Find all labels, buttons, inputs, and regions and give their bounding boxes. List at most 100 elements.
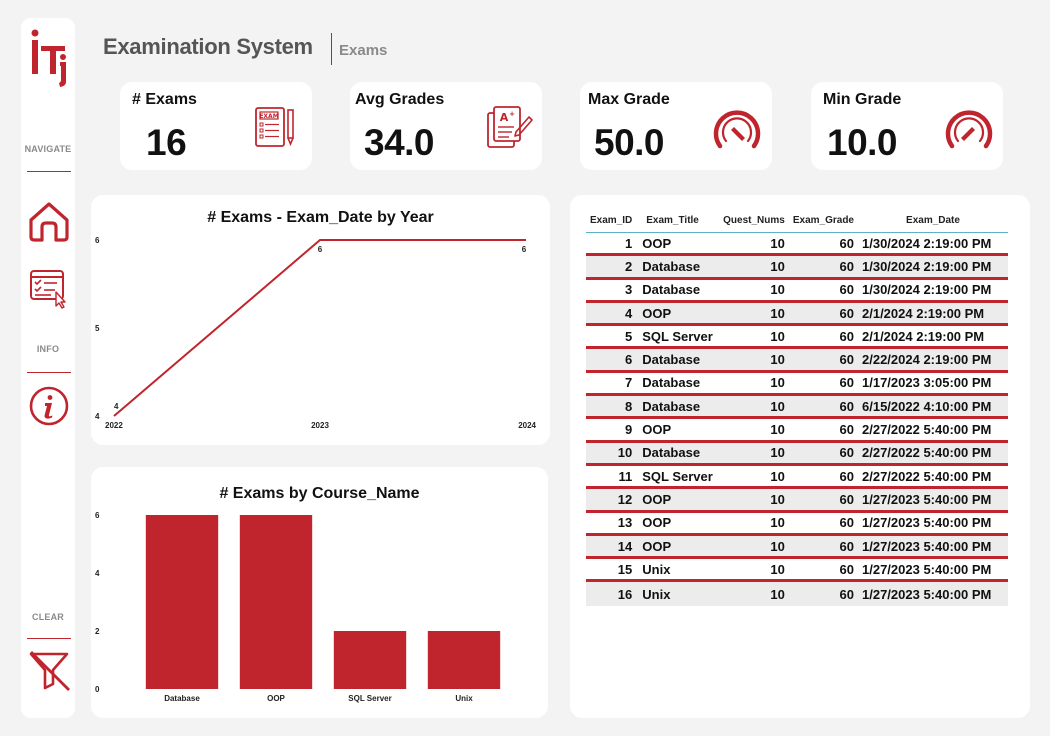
cell-exam-date: 1/27/2023 5:40:00 PM — [858, 535, 1008, 560]
table-row[interactable]: 2 Database 10 60 1/30/2024 2:19:00 PM — [586, 256, 1008, 280]
cell-exam-title: OOP — [636, 233, 717, 257]
svg-text:A: A — [500, 111, 509, 124]
cell-quest-nums: 10 — [716, 373, 789, 397]
table-row[interactable]: 13 OOP 10 60 1/27/2023 5:40:00 PM — [586, 513, 1008, 536]
kpi-label: # Exams — [132, 91, 197, 108]
cell-exam-date: 1/30/2024 2:19:00 PM — [858, 233, 1008, 257]
graded-paper-icon: A + — [487, 106, 533, 148]
clear-filter-icon[interactable] — [27, 648, 71, 692]
cell-exam-grade: 60 — [788, 466, 858, 490]
cell-quest-nums: 10 — [716, 513, 789, 536]
table-row[interactable]: 12 OOP 10 60 1/27/2023 5:40:00 PM — [586, 489, 1008, 513]
cell-quest-nums: 10 — [716, 442, 789, 466]
table-row[interactable]: 3 Database 10 60 1/30/2024 2:19:00 PM — [586, 280, 1008, 303]
x-tick-label: Unix — [455, 694, 473, 703]
table-row[interactable]: 14 OOP 10 60 1/27/2023 5:40:00 PM — [586, 535, 1008, 560]
bar — [427, 631, 501, 689]
cell-exam-id: 6 — [586, 349, 637, 373]
cell-exam-date: 2/22/2024 2:19:00 PM — [858, 349, 1008, 373]
kpi-value: 34.0 — [364, 122, 435, 163]
table-row[interactable]: 1 OOP 10 60 1/30/2024 2:19:00 PM — [586, 233, 1008, 257]
line-chart-card: # Exams - Exam_Date by Year 4 5 6 2022 2023 2… — [91, 195, 550, 445]
cell-exam-title: Database — [636, 256, 717, 280]
cell-exam-id: 8 — [586, 396, 637, 420]
table-row[interactable]: 15 Unix 10 60 1/27/2023 5:40:00 PM — [586, 559, 1008, 583]
exam-list-icon[interactable] — [27, 266, 71, 310]
kpi-label: Avg Grades — [355, 91, 445, 108]
cell-quest-nums: 10 — [716, 396, 789, 420]
cell-exam-grade: 60 — [788, 513, 858, 536]
gauge-low-icon — [945, 110, 993, 149]
data-label: 6 — [522, 245, 527, 254]
table-row[interactable]: 8 Database 10 60 6/15/2022 4:10:00 PM — [586, 396, 1008, 420]
cell-exam-grade: 60 — [788, 302, 858, 327]
cell-exam-title: OOP — [636, 535, 717, 560]
column-header-exam-id[interactable]: Exam_ID — [586, 209, 637, 233]
cell-exam-grade: 60 — [788, 326, 858, 350]
column-header-exam-date[interactable]: Exam_Date — [858, 209, 1008, 233]
x-tick-label: Database — [164, 694, 200, 703]
cell-quest-nums: 10 — [716, 582, 789, 606]
cell-quest-nums: 10 — [716, 535, 789, 560]
x-tick-label: 2022 — [105, 421, 123, 430]
table-row[interactable]: 5 SQL Server 10 60 2/1/2024 2:19:00 PM — [586, 326, 1008, 350]
clear-label: CLEAR — [32, 612, 64, 622]
kpi-card-exams: # Exams 16 EXAM — [120, 82, 312, 170]
sidebar: NAVIGATE INFO CLEAR — [21, 18, 75, 718]
svg-text:+: + — [509, 110, 515, 118]
cell-exam-grade: 60 — [788, 349, 858, 373]
cell-exam-title: Database — [636, 442, 717, 466]
home-icon[interactable] — [27, 199, 71, 243]
svg-text:EXAM: EXAM — [259, 113, 278, 120]
line-chart: 4 5 6 2022 2023 2024 4 6 6 — [95, 236, 537, 430]
exam-sheet-icon: EXAM — [255, 107, 294, 147]
table-row[interactable]: 6 Database 10 60 2/22/2024 2:19:00 PM — [586, 349, 1008, 373]
cell-exam-date: 2/1/2024 2:19:00 PM — [858, 326, 1008, 350]
cell-exam-grade: 60 — [788, 373, 858, 397]
title-separator — [331, 33, 332, 65]
table-row[interactable]: 11 SQL Server 10 60 2/27/2022 5:40:00 PM — [586, 466, 1008, 490]
bar — [333, 631, 407, 689]
y-tick-label: 6 — [95, 236, 100, 245]
cell-exam-grade: 60 — [788, 419, 858, 443]
column-header-exam-title[interactable]: Exam_Title — [636, 209, 717, 233]
table-row[interactable]: 4 OOP 10 60 2/1/2024 2:19:00 PM — [586, 302, 1008, 327]
kpi-value: 50.0 — [594, 122, 665, 163]
cell-exam-id: 12 — [586, 489, 637, 513]
cell-quest-nums: 10 — [716, 489, 789, 513]
column-header-quest-nums[interactable]: Quest_Nums — [716, 209, 789, 233]
cell-exam-id: 15 — [586, 559, 637, 583]
kpi-value: 16 — [146, 122, 187, 163]
data-label: 4 — [114, 402, 119, 411]
cell-exam-id: 13 — [586, 513, 637, 536]
gauge-high-icon — [713, 110, 761, 149]
cell-exam-date: 2/27/2022 5:40:00 PM — [858, 442, 1008, 466]
divider — [27, 171, 71, 172]
cell-exam-title: Database — [636, 280, 717, 303]
cell-exam-title: SQL Server — [636, 326, 717, 350]
table-row[interactable]: 10 Database 10 60 2/27/2022 5:40:00 PM — [586, 442, 1008, 466]
cell-exam-date: 1/27/2023 5:40:00 PM — [858, 582, 1008, 606]
column-header-exam-grade[interactable]: Exam_Grade — [788, 209, 858, 233]
info-label: INFO — [36, 344, 60, 354]
cell-exam-id: 4 — [586, 302, 637, 327]
cell-exam-date: 2/1/2024 2:19:00 PM — [858, 302, 1008, 327]
cell-exam-id: 10 — [586, 442, 637, 466]
series-line — [113, 239, 526, 417]
cell-exam-grade: 60 — [788, 280, 858, 303]
cell-exam-date: 1/17/2023 3:05:00 PM — [858, 373, 1008, 397]
x-tick-label: SQL Server — [348, 694, 391, 703]
exams-table: Exam_ID Exam_Title Quest_Nums Exam_Grade… — [586, 209, 1008, 606]
info-icon[interactable] — [27, 384, 71, 428]
table-row[interactable]: 7 Database 10 60 1/17/2023 3:05:00 PM — [586, 373, 1008, 397]
bar — [145, 515, 219, 689]
cell-exam-date: 1/30/2024 2:19:00 PM — [858, 280, 1008, 303]
table-header-row: Exam_ID Exam_Title Quest_Nums Exam_Grade… — [586, 209, 1008, 233]
cell-exam-grade: 60 — [788, 233, 858, 257]
chart-title: # Exams - Exam_Date by Year — [207, 209, 434, 226]
table-row[interactable]: 16 Unix 10 60 1/27/2023 5:40:00 PM — [586, 582, 1008, 606]
cell-exam-title: Database — [636, 373, 717, 397]
kpi-value: 10.0 — [827, 122, 898, 163]
cell-exam-grade: 60 — [788, 442, 858, 466]
table-row[interactable]: 9 OOP 10 60 2/27/2022 5:40:00 PM — [586, 419, 1008, 443]
